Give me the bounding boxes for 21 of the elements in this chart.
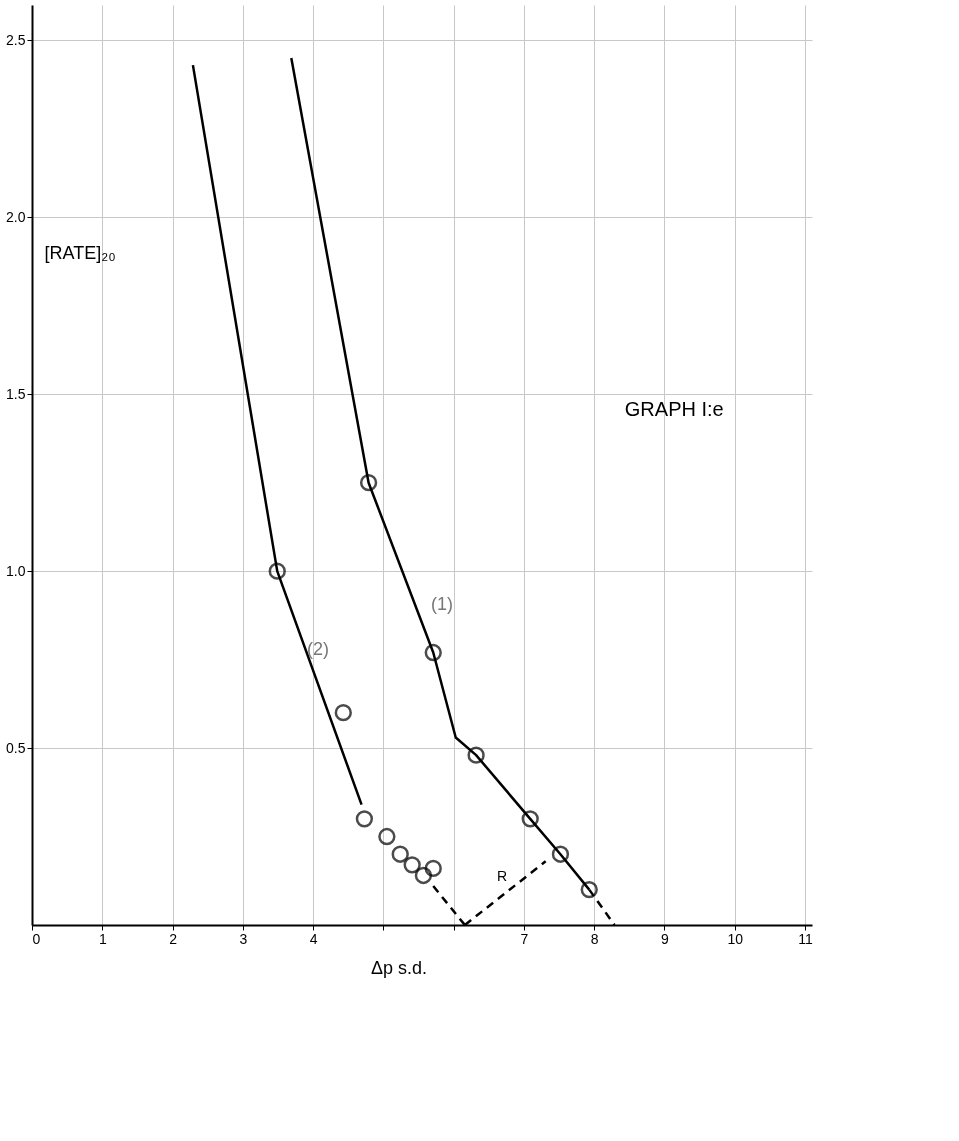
y-tick-label: 2.5 bbox=[6, 31, 26, 48]
x-axis-title: Δp s.d. bbox=[371, 957, 428, 978]
x-tick-label: 2 bbox=[169, 930, 178, 947]
y-axis-title: [RATE]₂₀ bbox=[44, 243, 116, 264]
x-tick-label: 10 bbox=[727, 930, 744, 947]
y-tick-label: 2.0 bbox=[6, 208, 26, 225]
annotation: (1) bbox=[431, 594, 453, 614]
annotation: R bbox=[496, 868, 508, 884]
x-tick-label: 3 bbox=[239, 930, 248, 947]
y-tick-label: 1.5 bbox=[6, 385, 26, 402]
x-tick-label: 1 bbox=[98, 930, 107, 947]
y-tick-label: 1.0 bbox=[6, 562, 26, 579]
x-tick-label: 8 bbox=[590, 930, 599, 947]
x-tick-label: 11 bbox=[798, 930, 813, 947]
x-tick-label: 0 bbox=[32, 930, 41, 947]
text: GRAPH I:e bbox=[624, 397, 724, 420]
y-tick-label: 0.5 bbox=[6, 739, 26, 756]
x-tick-label: 7 bbox=[520, 930, 529, 947]
x-tick-label: 4 bbox=[309, 930, 318, 947]
annotation: (2) bbox=[307, 639, 329, 659]
x-tick-label: 9 bbox=[661, 930, 670, 947]
